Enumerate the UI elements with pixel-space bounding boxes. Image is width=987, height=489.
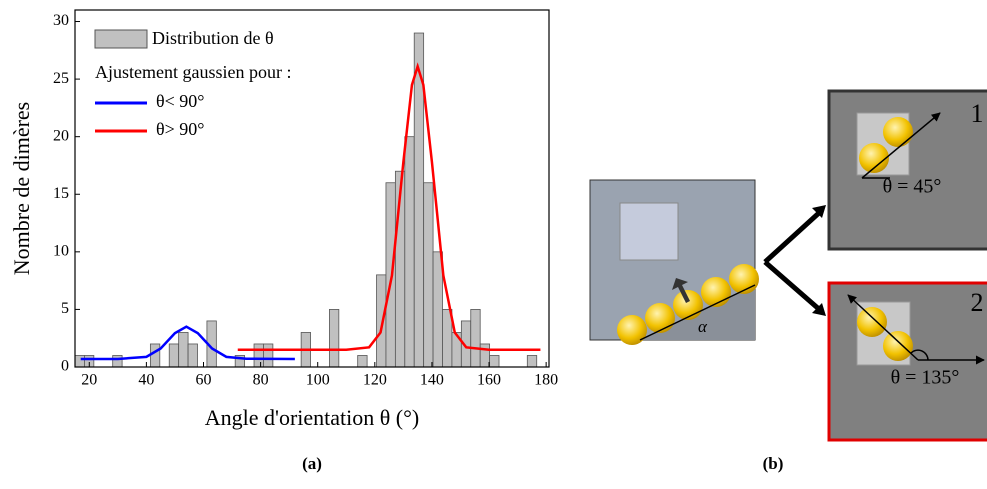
x-axis-label: Angle d'orientation θ (°) xyxy=(205,405,420,430)
legend-label: θ> 90° xyxy=(156,119,204,139)
square xyxy=(619,202,679,261)
y-tick-label: 0 xyxy=(61,358,69,375)
bar xyxy=(404,136,415,368)
panel-label: (a) xyxy=(302,454,322,473)
y-tick-label: 25 xyxy=(53,70,69,87)
y-tick-label: 5 xyxy=(61,300,69,317)
arrow xyxy=(672,278,690,303)
x-tick-label: 20 xyxy=(81,372,97,389)
diagram: α θ = 45° 1 θ = 135° 2 xyxy=(589,89,987,442)
box-number: 2 xyxy=(971,288,984,317)
bead xyxy=(701,277,731,307)
bar xyxy=(432,251,443,368)
legend-swatch xyxy=(94,29,148,49)
x-tick-label: 40 xyxy=(138,372,154,389)
bar xyxy=(526,355,538,368)
branch-arrows xyxy=(763,210,822,312)
angle-arc xyxy=(910,349,929,361)
bar xyxy=(149,343,161,368)
edge xyxy=(639,284,756,341)
box-number: 1 xyxy=(971,99,984,128)
x-tick-label: 80 xyxy=(253,372,269,389)
x-tick-label: 160 xyxy=(477,372,501,389)
y-axis-label: Nombre de dimères xyxy=(9,102,34,276)
bead xyxy=(883,117,913,147)
bar xyxy=(253,343,264,368)
bar xyxy=(470,309,481,368)
angle-text: θ = 135° xyxy=(891,367,960,389)
x-tick-label: 60 xyxy=(195,372,211,389)
bead xyxy=(883,331,913,361)
bead xyxy=(645,303,675,333)
bar xyxy=(489,355,500,368)
y-tick-label: 30 xyxy=(53,12,69,29)
bar xyxy=(479,343,491,368)
legend-label: Distribution de θ xyxy=(152,28,274,48)
bar xyxy=(357,355,368,368)
bead xyxy=(617,315,647,345)
legend-label: θ< 90° xyxy=(156,91,204,111)
arrow-heads xyxy=(812,205,826,316)
bar xyxy=(385,182,396,368)
bar xyxy=(74,355,85,368)
fit-line xyxy=(237,62,541,351)
bar xyxy=(178,332,189,368)
bar xyxy=(263,343,274,368)
bar xyxy=(168,343,180,368)
bar xyxy=(442,309,453,368)
y-tick-label: 20 xyxy=(53,127,69,144)
x-tick-label: 140 xyxy=(420,372,444,389)
x-tick-label: 100 xyxy=(306,372,330,389)
bead xyxy=(859,143,889,173)
y-tick-label: 15 xyxy=(53,185,69,202)
direction xyxy=(847,294,919,361)
panel-label: (b) xyxy=(763,454,784,473)
bar xyxy=(376,274,387,368)
bead xyxy=(673,290,703,320)
bar xyxy=(187,343,198,368)
angle-label: α xyxy=(698,317,708,336)
bar xyxy=(112,355,123,368)
bar xyxy=(423,182,434,368)
x-tick-label: 180 xyxy=(534,372,558,389)
angle-text: θ = 45° xyxy=(883,176,942,198)
bead xyxy=(857,307,887,337)
fit-line xyxy=(80,325,295,361)
plot-frame xyxy=(74,9,550,368)
legend-title: Ajustement gaussien pour : xyxy=(95,62,291,82)
direction xyxy=(861,112,941,179)
y-tick-label: 10 xyxy=(53,243,69,260)
x-tick-label: 120 xyxy=(363,372,387,389)
bar xyxy=(329,309,340,368)
